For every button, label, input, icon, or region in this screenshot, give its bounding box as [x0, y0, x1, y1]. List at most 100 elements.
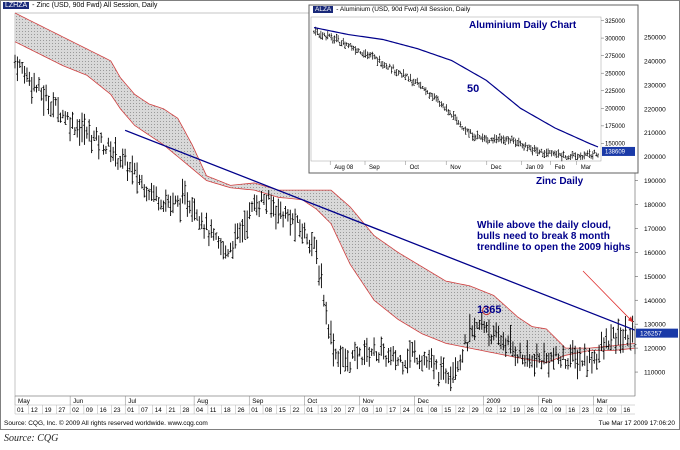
inset-y-tick-label: 250000 [605, 71, 626, 77]
inset-price-bar [486, 137, 489, 145]
x-month-label: Jul [128, 398, 136, 405]
price-bar [449, 366, 452, 392]
price-bar [243, 210, 247, 240]
price-bar [475, 322, 479, 329]
x-day-label: 01 [17, 407, 25, 414]
price-bar [482, 320, 486, 334]
inset-y-tick-label: 138609 [605, 150, 626, 156]
x-day-label: 08 [265, 407, 273, 414]
source-caption: Source: CQG [4, 433, 59, 444]
price-bar [394, 350, 397, 371]
price-bar [375, 351, 378, 362]
inset-price-bar [399, 70, 402, 74]
inset-price-bar [349, 43, 352, 47]
x-day-label: 04 [196, 407, 204, 414]
price-bar [145, 186, 148, 202]
inset-price-bar [519, 140, 522, 147]
inset-price-bar [338, 41, 341, 47]
inset-price-bar [483, 134, 486, 142]
price-bar [231, 241, 235, 259]
price-bar [588, 348, 591, 364]
inset-price-bar [478, 135, 481, 139]
price-bar [514, 346, 517, 367]
inset-price-bar [553, 150, 556, 157]
price-bar [274, 205, 278, 230]
x-month-label: May [18, 398, 31, 405]
price-bar [116, 158, 120, 170]
inset-price-bar [536, 147, 539, 157]
inset-price-bar [442, 103, 445, 109]
price-bar [229, 242, 232, 253]
x-day-label: 10 [375, 407, 383, 414]
peak-label: 1365 [477, 304, 502, 316]
price-bar [169, 195, 172, 217]
price-bar [506, 335, 510, 346]
inset-price-bar [459, 121, 462, 128]
x-day-label: 26 [527, 407, 535, 414]
inset-price-bar [438, 100, 441, 107]
price-bar [600, 331, 603, 352]
inset-x-label: Oct [410, 165, 420, 171]
price-bar [322, 294, 326, 307]
price-bar [626, 334, 630, 347]
y-tick-label: 190000 [644, 178, 666, 185]
price-bar [521, 354, 524, 365]
inset-price-bar [345, 42, 348, 46]
main-axes: 110000 120000 130000 140000 150000 160000 1700… [14, 13, 678, 415]
inset-x-label: Feb [555, 165, 566, 171]
inset-price-bar [411, 79, 414, 87]
x-day-label: 08 [430, 407, 438, 414]
price-bar [365, 337, 369, 363]
inset-price-bar [543, 149, 546, 158]
inset-price-bar [431, 93, 434, 101]
price-bar [456, 360, 460, 372]
price-bar [224, 245, 227, 259]
price-bar [569, 344, 572, 368]
price-bar [339, 345, 342, 375]
price-bar [585, 355, 589, 378]
price-bar [83, 113, 86, 145]
inset-price-bar [455, 116, 458, 125]
inset-price-bar [461, 126, 464, 130]
cloud-upper-edge [14, 12, 636, 349]
peak-marker [482, 306, 492, 316]
inset-price-bar [407, 76, 410, 82]
inset-x-label: Aug 08 [334, 165, 354, 171]
price-bar [504, 338, 508, 357]
inset-ma-label: 50 [467, 83, 480, 95]
price-bar [298, 219, 302, 238]
price-bar [202, 224, 206, 239]
price-bar [561, 345, 565, 360]
price-bar [372, 337, 376, 356]
chart-description: - Zinc (USD, 90d Fwd) All Session, Daily [32, 2, 158, 9]
x-day-label: 14 [155, 407, 163, 414]
price-bar [126, 161, 129, 182]
price-bar [602, 337, 606, 360]
price-bar [466, 342, 469, 352]
inset-price-bar [464, 126, 467, 135]
inset-price-bar [528, 144, 531, 150]
price-bar [545, 353, 548, 364]
price-bar [66, 111, 69, 120]
price-bar [344, 348, 347, 372]
x-day-label: 02 [541, 407, 549, 414]
inset-price-bar [564, 155, 567, 159]
price-bar [329, 320, 333, 345]
price-bar [68, 117, 72, 142]
inset-price-bar [588, 149, 591, 158]
price-bar [257, 200, 261, 218]
price-bar [559, 356, 563, 368]
price-bar [233, 223, 237, 249]
inset-price-bar [497, 136, 500, 143]
price-bar [573, 345, 577, 369]
price-bar [188, 200, 192, 214]
price-bar [310, 231, 314, 257]
inset-price-bar [485, 135, 488, 143]
inset-price-bar [343, 41, 346, 49]
price-bar [205, 212, 208, 231]
price-bar [255, 195, 259, 216]
inset-price-bar [562, 150, 565, 158]
x-month-label: Nov [362, 398, 374, 405]
inset-price-bar [325, 35, 328, 41]
inset-price-bar [395, 69, 398, 77]
